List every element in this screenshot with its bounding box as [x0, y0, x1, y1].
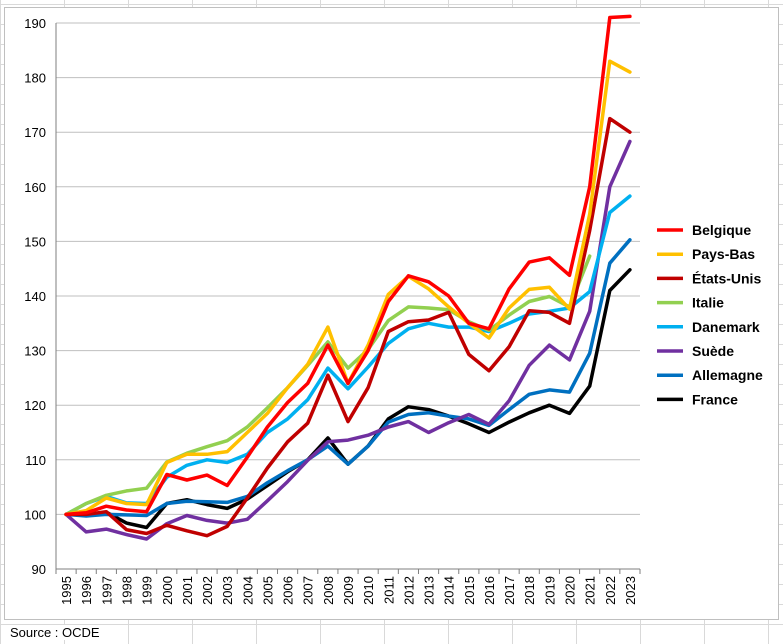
x-tick-label: 2014: [442, 576, 457, 605]
y-tick-label: 100: [24, 507, 46, 522]
x-tick-label: 2003: [220, 576, 235, 605]
x-tick-label: 2017: [502, 576, 517, 605]
legend-label-allemagne: Allemagne: [692, 367, 763, 383]
legend-label-etats-unis: États-Unis: [692, 270, 761, 286]
x-tick-label: 2018: [522, 576, 537, 605]
x-tick-label: 2001: [180, 576, 195, 605]
source-note: Source : OCDE: [8, 625, 102, 640]
y-tick-label: 110: [25, 453, 46, 468]
y-tick-label: 120: [24, 398, 46, 413]
series-line-danemark: [64, 194, 632, 517]
series-line-pays-bas: [64, 59, 632, 517]
y-tick-label: 90: [32, 562, 46, 577]
y-tick-label: 180: [24, 71, 46, 86]
y-tick-label: 130: [24, 344, 46, 359]
x-tick-label: 2022: [603, 576, 618, 605]
legend-label-suede: Suède: [692, 343, 734, 359]
series-line-belgique: [64, 14, 632, 517]
x-tick-label: 1995: [59, 576, 74, 605]
x-tick-label: 2020: [563, 576, 578, 605]
legend-label-danemark: Danemark: [692, 319, 760, 335]
y-tick-label: 160: [24, 180, 46, 195]
legend-label-pays-bas: Pays-Bas: [692, 246, 755, 262]
y-tick-label: 150: [24, 234, 46, 249]
y-tick-label: 170: [24, 125, 46, 140]
x-tick-label: 2002: [200, 576, 215, 605]
series-line-france: [64, 268, 632, 530]
x-tick-label: 2015: [462, 576, 477, 605]
x-tick-label: 1996: [79, 576, 94, 605]
chart-area: 90 100 110 120 130 140 150 160 170 180 190 1995 1996…: [4, 7, 779, 620]
x-tick-label: 1997: [99, 576, 114, 605]
x-tick-label: 2011: [381, 576, 396, 604]
x-tick-label: 1999: [140, 576, 155, 605]
x-tick-label: 2010: [361, 576, 376, 605]
x-tick-label: 2016: [482, 576, 497, 605]
x-tick-label: 2019: [542, 576, 557, 605]
series-line-etats-unis: [64, 116, 632, 538]
x-tick-label: 2012: [401, 576, 416, 605]
x-tick-label: 2021: [583, 576, 598, 605]
line-chart: 90 100 110 120 130 140 150 160 170 180 190 1995 1996…: [24, 14, 763, 605]
x-tick-label: 2013: [422, 576, 437, 605]
x-tick-label: 2006: [281, 576, 296, 605]
legend-label-france: France: [692, 391, 738, 407]
legend-label-italie: Italie: [692, 295, 724, 311]
x-tick-label: 2000: [160, 576, 175, 605]
y-tick-label: 190: [24, 16, 46, 31]
y-tick-label: 140: [24, 289, 46, 304]
x-tick-label: 2008: [321, 576, 336, 605]
series-line-italie: [64, 254, 592, 517]
series-line-suede: [64, 139, 632, 541]
legend-label-belgique: Belgique: [692, 222, 751, 238]
x-tick-label: 2023: [623, 576, 638, 605]
x-tick-label: 2009: [341, 576, 356, 605]
x-tick-label: 1998: [119, 576, 134, 605]
x-tick-label: 2004: [240, 576, 255, 605]
series-line-allemagne: [64, 238, 632, 518]
x-tick-label: 2005: [260, 576, 275, 605]
x-tick-label: 2007: [301, 576, 316, 605]
